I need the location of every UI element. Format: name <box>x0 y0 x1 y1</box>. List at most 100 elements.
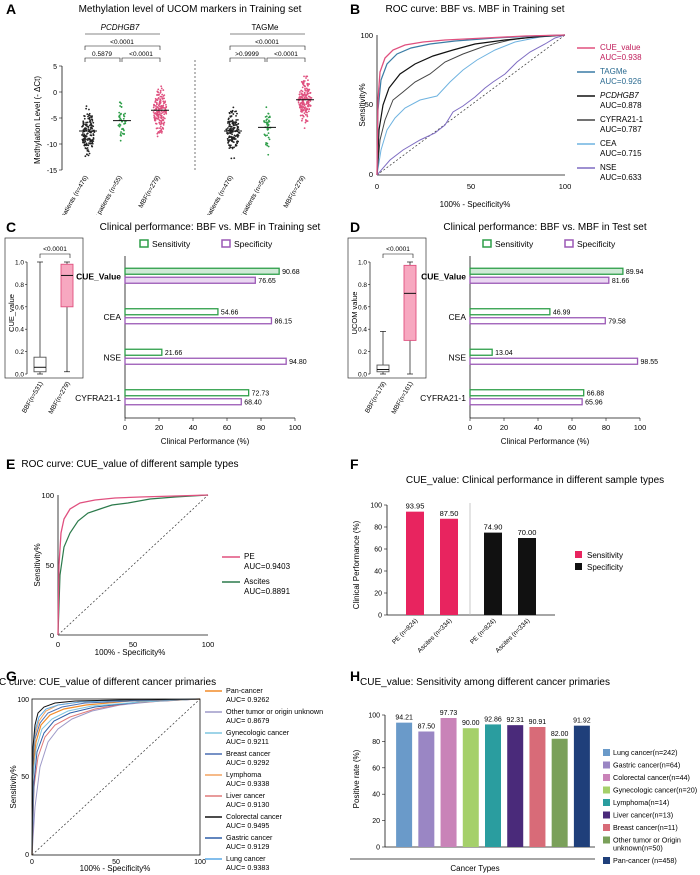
inset-tick-label: 0.0 <box>358 372 367 379</box>
legend-auc: AUC= 0.9262 <box>226 695 269 704</box>
x-label: BBF of non-cancer patients (n=476) <box>32 175 90 216</box>
legend-item: Sensitivity <box>575 551 623 560</box>
box-iqr <box>376 364 390 373</box>
data-point <box>159 92 162 94</box>
data-point <box>161 119 164 122</box>
legend-name: Gastric cancer(n=64) <box>613 761 680 770</box>
legend-name-cont: unknown(n=50) <box>613 844 663 853</box>
data-point <box>158 108 160 111</box>
data-point <box>267 132 270 135</box>
data-point <box>153 114 155 117</box>
data-point <box>119 124 122 126</box>
roc-curve-other <box>31 698 201 856</box>
data-point <box>88 152 91 155</box>
y-tick-label: 0 <box>369 170 373 179</box>
bar-chart-c: 0 20 40 60 80 100 CUE_Value 90.68 76.65 CEA 54.66 8… <box>75 256 307 432</box>
data-point <box>233 157 236 160</box>
data-point <box>231 119 234 122</box>
bar <box>469 276 610 284</box>
data-point <box>306 115 309 118</box>
data-point <box>267 136 270 139</box>
panel-c-legend: Sensitivity Specificity <box>139 239 273 249</box>
data-point <box>303 75 305 78</box>
data-point <box>264 115 267 118</box>
data-point <box>266 118 268 121</box>
data-point <box>235 123 238 126</box>
legend-name: Lung cancer(n=242) <box>613 748 678 757</box>
data-point <box>307 89 310 91</box>
data-point <box>119 105 121 107</box>
data-point <box>237 134 240 137</box>
roc-curve-gastric <box>31 698 201 856</box>
data-point <box>88 124 91 127</box>
panel-b-ylabel: Sensitivity% <box>358 83 367 126</box>
data-point <box>84 140 87 143</box>
data-point <box>83 127 86 130</box>
data-point <box>228 136 230 139</box>
p-value-top: <0.0001 <box>110 39 134 46</box>
x-label: MBF(n=279) <box>138 175 162 210</box>
roc-curve-nse <box>376 34 566 176</box>
data-point <box>153 115 156 118</box>
inset-p-bracket <box>39 253 71 258</box>
data-point <box>92 121 95 124</box>
data-point <box>85 127 88 130</box>
panel-a-ylabel: Methylation Level (- ΔCt) <box>33 76 42 164</box>
bar-value-label: 13.04 <box>495 350 513 357</box>
data-point <box>85 124 87 127</box>
data-point <box>87 126 90 128</box>
data-point <box>81 134 83 136</box>
y-tick: -10 <box>47 142 62 149</box>
p-bracket-right <box>121 57 161 62</box>
data-point <box>82 123 85 126</box>
bar <box>124 267 280 275</box>
y-tick-label: 50 <box>365 100 373 109</box>
p-bracket-right <box>266 57 306 62</box>
data-point <box>227 140 230 143</box>
bar <box>124 276 256 284</box>
bar-value-label: 92.86 <box>484 716 502 723</box>
y-tick-label: 0 <box>25 852 29 859</box>
data-point <box>303 104 306 107</box>
data-point <box>82 125 84 127</box>
data-point <box>153 103 155 106</box>
data-point <box>267 112 270 115</box>
data-point <box>307 110 310 113</box>
data-point <box>300 89 303 92</box>
data-point <box>123 115 126 118</box>
y-tick-label: 50 <box>21 774 29 781</box>
data-point <box>155 105 157 108</box>
data-point <box>122 117 125 120</box>
box-iqr <box>60 263 74 308</box>
data-point <box>160 95 163 98</box>
inset-xlabel: MBF(n=161) <box>391 381 415 416</box>
inset-tick-label: 0.4 <box>358 327 367 334</box>
x-tick-label: 50 <box>467 182 475 191</box>
data-point <box>160 117 163 120</box>
data-point <box>157 118 160 120</box>
legend-swatch <box>603 811 610 819</box>
data-point <box>87 154 90 157</box>
data-point <box>306 82 309 85</box>
data-point <box>303 112 306 115</box>
data-point <box>87 137 90 140</box>
legend-auc: AUC=0.715 <box>600 149 642 158</box>
roc-curve-breast <box>31 698 201 856</box>
p-bracket-left <box>229 57 266 62</box>
data-point <box>299 114 302 117</box>
roc-diagonal <box>31 698 201 856</box>
data-point <box>229 125 232 128</box>
bar <box>462 728 479 847</box>
data-point <box>266 123 269 126</box>
data-point <box>82 132 84 134</box>
x-tick-label: 50 <box>129 640 137 649</box>
data-point <box>91 145 94 148</box>
data-point <box>90 124 93 127</box>
panel-f-title: CUE_value: Clinical performance in diffe… <box>406 475 664 486</box>
y-tick-label: 100 <box>17 697 29 704</box>
data-point <box>164 107 166 109</box>
data-point <box>232 128 235 131</box>
